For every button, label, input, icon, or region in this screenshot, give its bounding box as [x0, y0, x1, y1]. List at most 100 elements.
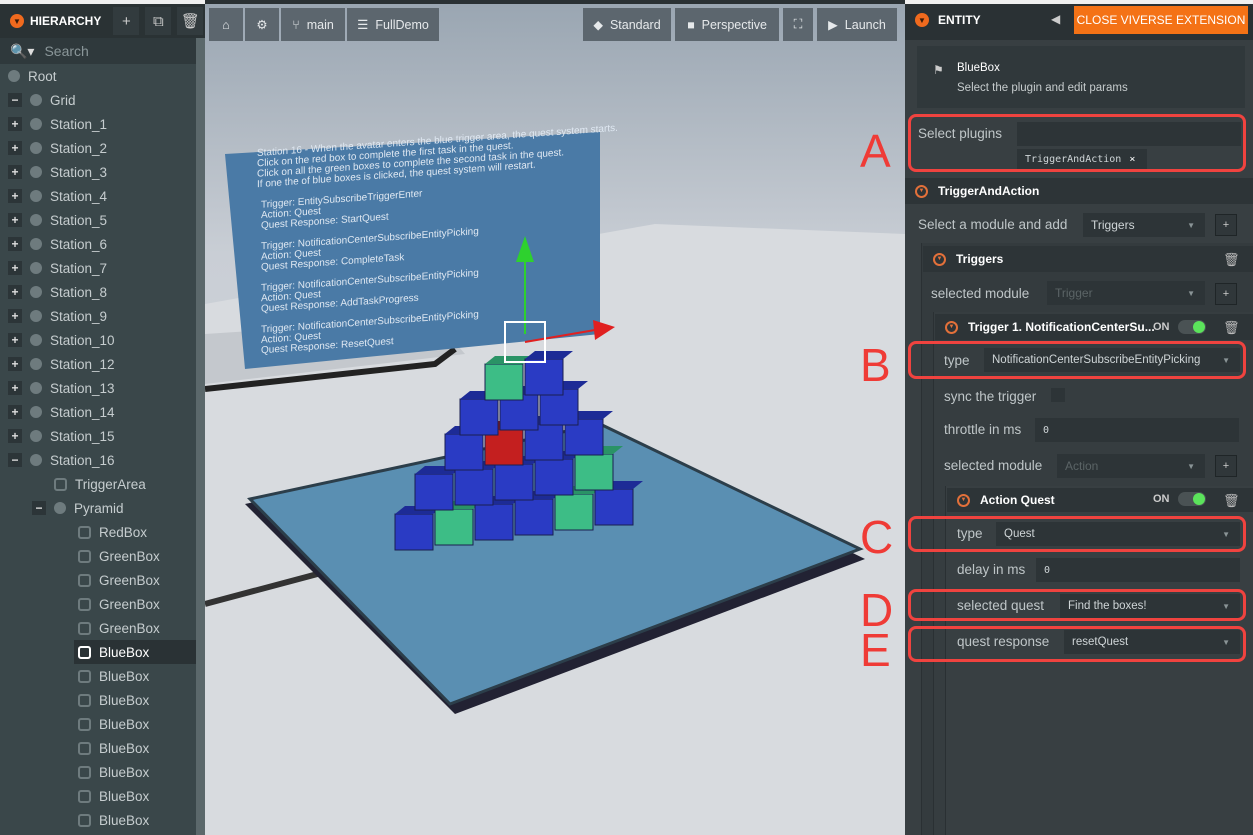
transform-gizmo[interactable] — [504, 236, 615, 363]
add-trigger-button[interactable]: + — [1215, 283, 1237, 305]
trigger-toggle[interactable]: ON — [1153, 320, 1206, 334]
tree-item[interactable]: BlueBox — [0, 688, 205, 712]
action-type-select[interactable]: Quest — [996, 522, 1240, 546]
tree-item[interactable]: + Station_8 — [0, 280, 205, 304]
expand-icon[interactable]: + — [8, 189, 22, 203]
tree-item[interactable]: GreenBox — [0, 592, 205, 616]
tree-item[interactable]: BlueBox — [0, 736, 205, 760]
expand-icon[interactable]: + — [8, 333, 22, 347]
tree-item[interactable]: GreenBox — [0, 568, 205, 592]
branch-button[interactable]: ⑂ main — [281, 8, 345, 41]
expand-icon[interactable]: + — [8, 285, 22, 299]
expand-icon[interactable]: + — [8, 213, 22, 227]
expand-icon[interactable]: + — [8, 165, 22, 179]
quest-response-select[interactable]: resetQuest — [1064, 630, 1240, 654]
collapse-icon[interactable]: ▼ — [957, 493, 970, 507]
collapse-icon[interactable]: − — [8, 93, 22, 107]
tree-item[interactable]: + Station_4 — [0, 184, 205, 208]
throttle-input[interactable]: 0 — [1035, 418, 1239, 442]
expand-icon[interactable]: + — [8, 405, 22, 419]
tree-item[interactable]: RedBox — [0, 520, 205, 544]
launch-button[interactable]: ▶ Launch — [817, 8, 897, 41]
add-action-button[interactable]: + — [1215, 455, 1237, 477]
expand-icon[interactable]: + — [8, 381, 22, 395]
duplicate-button[interactable]: ⧉ — [145, 7, 172, 35]
box[interactable] — [414, 466, 463, 511]
collapse-icon[interactable]: − — [32, 501, 46, 515]
collapse-left-icon[interactable]: ◀ — [1051, 12, 1061, 26]
toggle-switch[interactable] — [1177, 320, 1206, 334]
collapse-icon[interactable]: ▼ — [933, 252, 946, 266]
perspective-button[interactable]: ■ Perspective — [675, 8, 779, 41]
action-toggle[interactable]: ON — [1153, 492, 1206, 506]
search-icon[interactable]: 🔍▾ — [10, 42, 35, 59]
tree-item[interactable]: + Station_13 — [0, 376, 205, 400]
tree-item[interactable]: + Station_6 — [0, 232, 205, 256]
box[interactable] — [524, 351, 573, 396]
tree-item[interactable]: BlueBox — [0, 808, 205, 832]
tree-item[interactable]: + Station_9 — [0, 304, 205, 328]
expand-icon[interactable]: + — [8, 357, 22, 371]
tree-item[interactable]: BlueBox — [0, 712, 205, 736]
collapse-icon[interactable]: ▼ — [945, 320, 958, 334]
tree-item[interactable]: TriggerArea — [0, 472, 205, 496]
tree-item[interactable]: BlueBox — [0, 760, 205, 784]
tree-item[interactable]: Root — [0, 64, 205, 88]
tree-item[interactable]: + Station_12 — [0, 352, 205, 376]
tree-item[interactable]: BlueBox — [74, 640, 196, 664]
collapse-icon[interactable]: ▼ — [915, 184, 928, 198]
expand-icon[interactable]: + — [8, 261, 22, 275]
trigger-type-select[interactable]: NotificationCenterSubscribeEntityPicking — [984, 348, 1240, 372]
tree-item[interactable]: BlueBox — [0, 784, 205, 808]
search-input[interactable]: Search — [44, 43, 89, 59]
tree-item[interactable]: + Station_5 — [0, 208, 205, 232]
expand-icon[interactable]: + — [8, 141, 22, 155]
trash-icon[interactable]: 🗑 — [1223, 493, 1240, 508]
settings-button[interactable]: ⚙ — [245, 8, 279, 41]
trash-icon[interactable]: 🗑 — [1223, 252, 1240, 267]
delay-input[interactable]: 0 — [1036, 558, 1240, 582]
tree-item[interactable]: − Grid — [0, 88, 205, 112]
tree-item[interactable]: + Station_10 — [0, 328, 205, 352]
tree-item[interactable]: GreenBox — [0, 616, 205, 640]
fullscreen-button[interactable]: ⛶ — [783, 8, 813, 41]
add-entity-button[interactable]: + — [113, 7, 140, 35]
module-select[interactable]: Triggers — [1083, 213, 1205, 237]
collapse-icon[interactable]: − — [8, 453, 22, 467]
add-module-button[interactable]: + — [1215, 214, 1237, 236]
close-viverse-extension-button[interactable]: CLOSE VIVERSE EXTENSION — [1074, 6, 1248, 34]
tree-item[interactable]: − Pyramid — [0, 496, 205, 520]
viewport[interactable]: Station 16 - When the avatar enters the … — [205, 4, 905, 835]
selected-quest-select[interactable]: Find the boxes! — [1060, 594, 1240, 618]
tree-item[interactable]: BlueBox — [0, 664, 205, 688]
delete-button[interactable]: 🗑 — [177, 7, 204, 35]
toggle-switch[interactable] — [1177, 492, 1206, 506]
tree-item[interactable]: + Station_7 — [0, 256, 205, 280]
select-plugins-input[interactable] — [1017, 122, 1241, 146]
collapse-icon[interactable]: ▼ — [915, 13, 929, 27]
section-trigger-and-action[interactable]: ▼ TriggerAndAction — [905, 178, 1253, 204]
expand-icon[interactable]: + — [8, 429, 22, 443]
tree-item[interactable]: GreenBox — [0, 544, 205, 568]
expand-icon[interactable]: + — [8, 117, 22, 131]
section-triggers[interactable]: ▼ Triggers — [923, 246, 1253, 272]
expand-icon[interactable]: + — [8, 237, 22, 251]
tree-item[interactable]: + Station_15 — [0, 424, 205, 448]
trash-icon[interactable]: 🗑 — [1223, 320, 1240, 335]
tree-item[interactable]: + Station_14 — [0, 400, 205, 424]
home-button[interactable]: ⌂ — [209, 8, 243, 41]
collapse-icon[interactable]: ▼ — [10, 14, 24, 28]
selected-module-select[interactable]: Trigger — [1047, 281, 1205, 305]
scene-3d[interactable]: Station 16 - When the avatar enters the … — [205, 4, 905, 835]
expand-icon[interactable]: + — [8, 309, 22, 323]
search-box[interactable]: 🔍▾ Search — [0, 38, 205, 64]
tree-item[interactable]: + Station_1 — [0, 112, 205, 136]
tree-item[interactable]: + Station_2 — [0, 136, 205, 160]
tree-item[interactable]: − Station_16 — [0, 448, 205, 472]
action-module-select[interactable]: Action — [1057, 454, 1205, 478]
scene-button[interactable]: ☰ FullDemo — [347, 8, 439, 41]
sync-trigger-checkbox[interactable] — [1051, 388, 1065, 402]
standard-button[interactable]: ◆ Standard — [583, 8, 671, 41]
action-quest-header[interactable]: ▼ Action Quest — [947, 488, 1253, 512]
tree-item[interactable]: + Station_3 — [0, 160, 205, 184]
